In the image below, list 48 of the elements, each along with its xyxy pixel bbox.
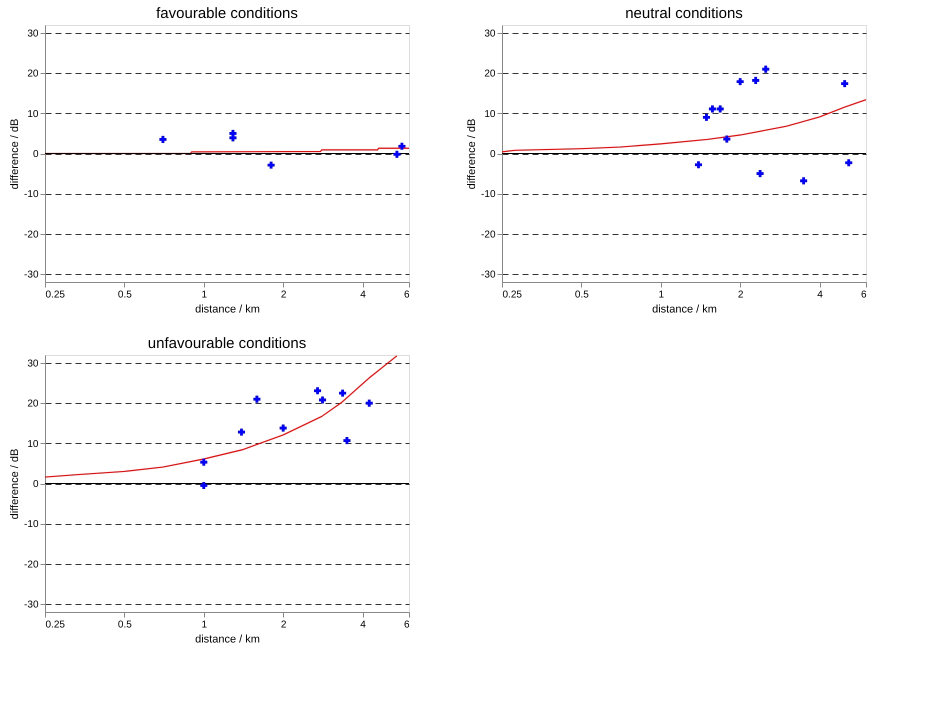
x-tick-label: 0.5 [118, 620, 132, 630]
chart-title: unfavourable conditions [148, 335, 306, 352]
y-tick-label: 30 [27, 358, 39, 370]
x-axis-title: distance / km [652, 304, 717, 316]
y-axis-title: difference / dB [9, 118, 22, 190]
y-tick-label: 10 [484, 108, 496, 120]
x-tick-label: 0.25 [46, 620, 66, 630]
x-tick-label: 0.25 [502, 290, 522, 300]
y-tick-label: 0 [32, 479, 39, 490]
y-axis-title: difference / dB [9, 448, 22, 520]
y-tick-label: 20 [27, 398, 39, 410]
x-tick-label: 6 [860, 290, 867, 300]
y-tick-label: -20 [481, 229, 496, 240]
y-tick-label: 30 [27, 28, 39, 40]
x-tick-label: 0.5 [574, 290, 590, 300]
y-tick-label: -10 [24, 189, 39, 200]
x-tick-label: 4 [360, 290, 366, 300]
y-tick-label: -10 [24, 519, 39, 530]
y-tick-label: 20 [484, 68, 496, 80]
x-tick-label: 0.5 [118, 290, 132, 300]
y-tick-label: -10 [481, 189, 496, 200]
x-tick-label: 1 [658, 290, 664, 300]
x-tick-label: 1 [202, 290, 208, 300]
x-tick-label: 2 [280, 290, 287, 300]
x-tick-label: 4 [817, 290, 824, 300]
chart-title: favourable conditions [156, 5, 298, 22]
x-tick-label: 2 [738, 290, 744, 300]
x-tick-label: 4 [360, 620, 366, 630]
y-axis-title: difference / dB [466, 118, 478, 190]
x-tick-label: 0.25 [46, 290, 66, 300]
x-axis-title: distance / km [195, 634, 260, 646]
y-tick-label: -30 [481, 269, 496, 280]
y-tick-label: -20 [24, 559, 39, 570]
x-tick-label: 6 [404, 620, 410, 630]
x-tick-label: 6 [404, 290, 410, 300]
x-axis-title: distance / km [195, 304, 260, 316]
y-tick-label: -30 [24, 269, 39, 280]
y-tick-label: 10 [27, 438, 39, 450]
y-tick-label: 30 [484, 28, 496, 40]
y-tick-label: 0 [490, 149, 496, 160]
y-tick-label: 0 [32, 149, 39, 160]
y-tick-label: -30 [24, 599, 39, 610]
x-tick-label: 2 [280, 620, 287, 630]
x-tick-label: 1 [202, 620, 208, 630]
chart-title: neutral conditions [625, 5, 743, 22]
y-tick-label: -20 [24, 229, 39, 240]
y-tick-label: 10 [27, 108, 39, 120]
y-tick-label: 20 [27, 68, 39, 80]
